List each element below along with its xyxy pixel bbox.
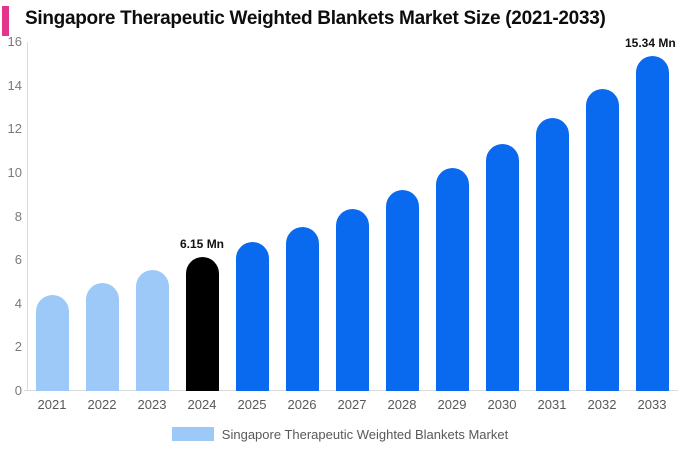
y-tick-label: 14: [7, 78, 22, 93]
x-tick-label-2027: 2027: [337, 397, 367, 412]
x-tick-label-2029: 2029: [437, 397, 467, 412]
legend-swatch: [171, 427, 214, 441]
bar-2029: [436, 168, 469, 391]
bar-2023: [136, 270, 169, 391]
x-tick-label-2024: 2024: [187, 397, 217, 412]
x-tick-label-2026: 2026: [287, 397, 317, 412]
x-tick-label-2028: 2028: [387, 397, 417, 412]
y-axis-line: [27, 42, 28, 391]
bar-2026: [286, 227, 319, 391]
bar-2021: [36, 295, 69, 391]
bar-2033: [636, 56, 669, 391]
y-tick-label: 10: [7, 165, 22, 180]
value-label-2024: 6.15 Mn: [180, 237, 225, 251]
bar-2031: [536, 118, 569, 391]
plot-area: 0 2 4 6 8 10 12 14 16 2021 2022 2023 2024 2025 2026 202…: [7, 34, 678, 412]
title-accent-bar: [2, 6, 9, 36]
bar-2028: [386, 190, 419, 391]
x-tick-label-2025: 2025: [237, 397, 267, 412]
bar-2024: [186, 257, 219, 391]
x-tick-label-2023: 2023: [137, 397, 167, 412]
y-tick-label: 12: [7, 121, 22, 136]
y-tick-label: 2: [14, 339, 22, 354]
y-tick-label: 16: [7, 34, 22, 49]
x-tick-label-2022: 2022: [87, 397, 117, 412]
legend-label: Singapore Therapeutic Weighted Blankets …: [221, 426, 509, 442]
y-tick-label: 4: [14, 296, 22, 311]
bar-2030: [486, 144, 519, 391]
value-label-2033: 15.34 Mn: [625, 36, 676, 50]
y-tick-label: 0: [14, 383, 22, 398]
x-tick-label-2033: 2033: [637, 397, 667, 412]
bar-2027: [336, 209, 369, 391]
x-tick-label-2030: 2030: [487, 397, 517, 412]
page-title: Singapore Therapeutic Weighted Blankets …: [25, 8, 606, 29]
y-tick-label: 6: [14, 252, 22, 267]
y-tick-label: 8: [14, 209, 22, 224]
legend: Singapore Therapeutic Weighted Blankets …: [0, 424, 680, 444]
x-tick-label-2031: 2031: [537, 397, 567, 412]
x-tick-label-2032: 2032: [587, 397, 617, 412]
x-tick-label-2021: 2021: [37, 397, 67, 412]
bar-2022: [86, 283, 119, 391]
bar-2032: [586, 89, 619, 391]
bar-2025: [236, 242, 269, 391]
